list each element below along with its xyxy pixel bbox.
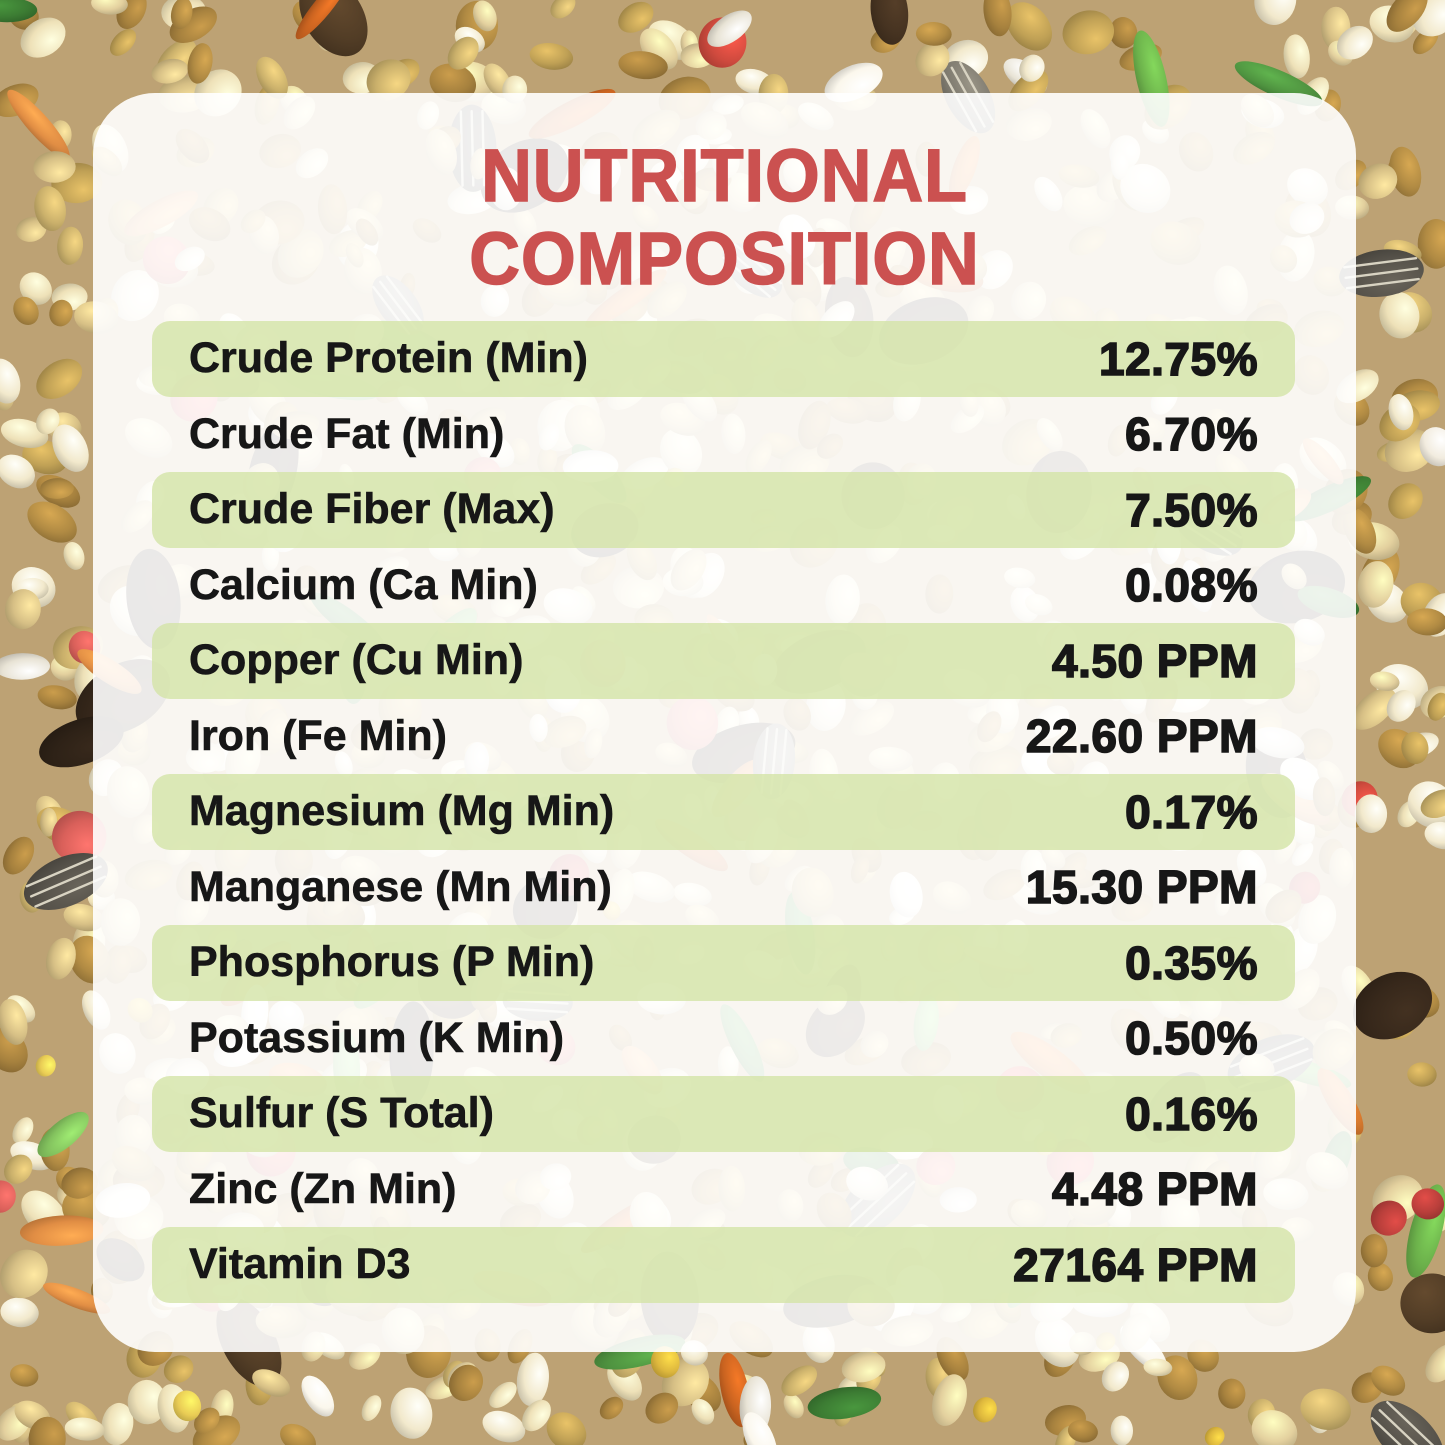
nutrient-value: 22.60 PPM [1025, 709, 1258, 763]
nutrient-label: Crude Fat (Min) [189, 409, 505, 458]
nutrient-label: Sulfur (S Total) [189, 1089, 495, 1138]
nutrient-label: Phosphorus (P Min) [189, 938, 595, 987]
nutrient-label: Crude Protein (Min) [189, 334, 589, 383]
nutrition-table: Crude Protein (Min) 12.75% Crude Fat (Min)… [152, 321, 1295, 1303]
table-row: Copper (Cu Min) 4.50 PPM [152, 623, 1295, 699]
nutrient-label: Vitamin D3 [189, 1240, 411, 1289]
nutrient-value: 0.35% [1124, 936, 1258, 990]
nutrient-value: 7.50% [1124, 483, 1258, 537]
nutrient-label: Magnesium (Mg Min) [189, 787, 615, 836]
title-line-2: COMPOSITION [469, 216, 980, 300]
nutrient-label: Potassium (K Min) [189, 1013, 565, 1062]
nutrient-value: 6.70% [1124, 407, 1258, 461]
nutrient-value: 27164 PPM [1012, 1238, 1258, 1292]
nutrient-value: 4.50 PPM [1051, 634, 1258, 688]
table-row: Magnesium (Mg Min) 0.17% [152, 774, 1295, 850]
nutrient-value: 0.08% [1124, 558, 1258, 612]
nutrient-value: 0.17% [1124, 785, 1258, 839]
table-row: Calcium (Ca Min) 0.08% [152, 548, 1295, 624]
table-row: Crude Fat (Min) 6.70% [152, 397, 1295, 473]
table-row: Manganese (Mn Min) 15.30 PPM [152, 850, 1295, 926]
nutrition-card: NUTRITIONAL COMPOSITION Crude Protein (M… [93, 93, 1356, 1352]
nutrient-label: Iron (Fe Min) [189, 711, 448, 760]
table-row: Zinc (Zn Min) 4.48 PPM [152, 1152, 1295, 1228]
nutrient-label: Manganese (Mn Min) [189, 862, 612, 911]
table-row: Phosphorus (P Min) 0.35% [152, 925, 1295, 1001]
nutrient-value: 15.30 PPM [1025, 860, 1258, 914]
nutrient-value: 0.50% [1124, 1011, 1258, 1065]
table-row: Crude Protein (Min) 12.75% [152, 321, 1295, 397]
nutrient-value: 0.16% [1124, 1087, 1258, 1141]
table-row: Vitamin D3 27164 PPM [152, 1227, 1295, 1303]
nutrient-label: Crude Fiber (Max) [189, 485, 555, 534]
nutrient-value: 4.48 PPM [1051, 1162, 1258, 1216]
nutrient-label: Zinc (Zn Min) [189, 1164, 457, 1213]
table-row: Iron (Fe Min) 22.60 PPM [152, 699, 1295, 775]
nutrient-label: Calcium (Ca Min) [189, 560, 538, 609]
title-line-1: NUTRITIONAL [480, 133, 968, 217]
nutrient-label: Copper (Cu Min) [189, 636, 524, 685]
table-row: Crude Fiber (Max) 7.50% [152, 472, 1295, 548]
page-title: NUTRITIONAL COMPOSITION [125, 133, 1325, 301]
table-row: Potassium (K Min) 0.50% [152, 1001, 1295, 1077]
nutrient-value: 12.75% [1098, 332, 1258, 386]
table-row: Sulfur (S Total) 0.16% [152, 1076, 1295, 1152]
